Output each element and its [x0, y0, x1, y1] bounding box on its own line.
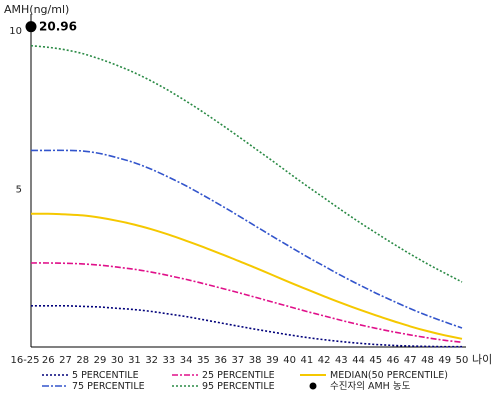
x-tick-label: 40	[283, 355, 296, 366]
plot-area: AMH(ng/ml) 나이 5 10 16-25 26 27 28 29 30 31 32 33 3…	[4, 3, 492, 366]
patient-marker-label: 20.96	[39, 20, 77, 34]
series-line-4	[30, 44, 463, 283]
series-line-2	[30, 212, 463, 340]
x-tick-label: 32	[145, 355, 158, 366]
x-tick-label: 50	[456, 355, 469, 366]
legend-label-0: 5 PERCENTILE	[72, 370, 139, 381]
x-tick-label: 49	[438, 355, 451, 366]
y-axis-label: AMH(ng/ml)	[4, 3, 69, 16]
x-tick-label: 41	[300, 355, 313, 366]
x-tick-label: 39	[266, 355, 279, 366]
x-axis-label: 나이	[472, 353, 492, 366]
x-tick-label: 30	[111, 355, 124, 366]
series-lines	[30, 44, 463, 348]
legend-label-1: 25 PERCENTILE	[202, 370, 275, 381]
x-tick-label: 31	[128, 355, 141, 366]
x-tick-label: 47	[404, 355, 417, 366]
x-tick-label: 26	[42, 355, 55, 366]
y-tick-label: 5	[16, 184, 22, 195]
legend-marker-label: 수진자의 AMH 농도	[330, 381, 411, 392]
patient-marker: 20.96	[25, 20, 77, 34]
x-tick-label: 44	[352, 355, 365, 366]
series-line-1	[30, 262, 463, 343]
x-tick-label: 38	[249, 355, 262, 366]
x-tick-label: 28	[76, 355, 89, 366]
x-tick-label: 42	[318, 355, 331, 366]
x-tick-label: 16-25	[10, 355, 39, 366]
x-tick-label: 33	[163, 355, 176, 366]
series-line-3	[30, 149, 463, 329]
x-tick-label: 29	[94, 355, 107, 366]
x-tick-label: 35	[197, 355, 210, 366]
legend-label-2: MEDIAN(50 PERCENTILE)	[330, 370, 448, 381]
legend-label-4: 95 PERCENTILE	[202, 381, 275, 392]
patient-marker-dot	[25, 21, 37, 33]
x-tick-label: 36	[214, 355, 227, 366]
y-tick-label: 10	[9, 26, 22, 37]
legend: 5 PERCENTILE 25 PERCENTILE MEDIAN(50 PERCE…	[42, 370, 448, 392]
x-tick-labels: 16-25 26 27 28 29 30 31 32 33 34 35 36 37 38 39 40 41 42 4…	[10, 355, 468, 366]
y-tick-labels: 5 10	[9, 26, 22, 196]
x-tick-label: 34	[180, 355, 193, 366]
x-tick-label: 46	[387, 355, 400, 366]
series-line-0	[30, 304, 462, 348]
legend-label-3: 75 PERCENTILE	[72, 381, 145, 392]
legend-marker-swatch	[309, 382, 317, 390]
x-tick-label: 45	[369, 355, 382, 366]
x-tick-label: 27	[59, 355, 72, 366]
x-tick-label: 37	[232, 355, 245, 366]
x-tick-label: 43	[335, 355, 348, 366]
x-tick-label: 48	[421, 355, 434, 366]
